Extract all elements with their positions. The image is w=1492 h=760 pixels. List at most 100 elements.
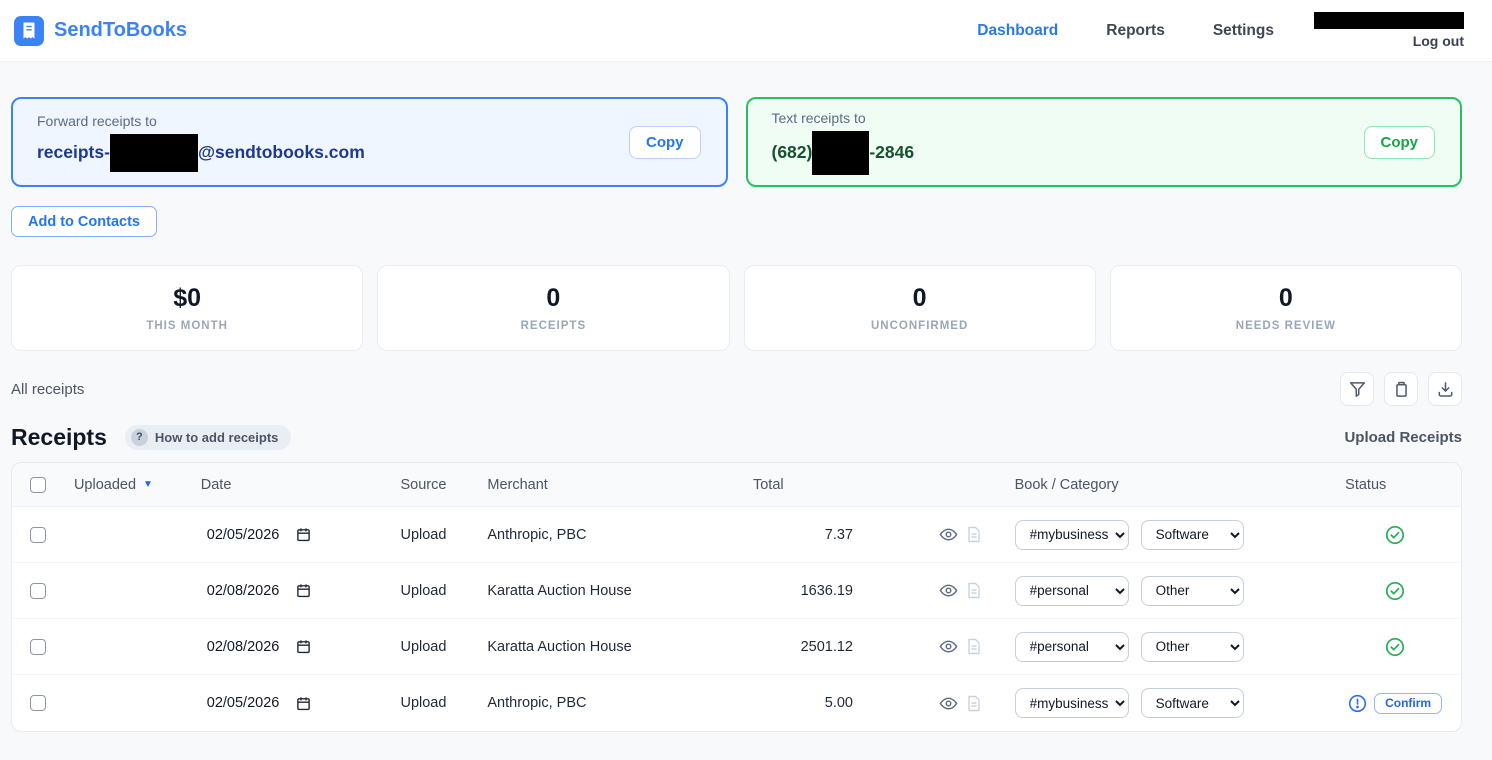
stat-value: $0 <box>173 284 202 312</box>
redacted-email-part <box>109 133 198 172</box>
stat-value: 0 <box>1278 284 1293 312</box>
download-icon <box>1436 380 1455 399</box>
stat-label: THIS MONTH <box>146 320 228 332</box>
calendar-icon <box>296 527 311 542</box>
receipt-file-icon[interactable] <box>967 582 981 599</box>
status-confirmed-icon <box>1385 581 1405 601</box>
copy-email-button[interactable]: Copy <box>629 125 701 159</box>
row-checkbox[interactable] <box>30 695 46 711</box>
date-text: 02/05/2026 <box>206 695 280 711</box>
text-receipts-label: Text receipts to <box>771 109 866 126</box>
category-select[interactable]: Software <box>1140 519 1244 550</box>
row-checkbox[interactable] <box>30 526 46 543</box>
how-to-add-receipts-badge[interactable]: ? How to add receipts <box>124 424 292 450</box>
table-row: 02/05/2026 Upload Anthropic, PBC 5.00 #m… <box>12 675 1461 731</box>
cell-source: Upload <box>400 638 447 655</box>
stat-card-this-month: $0 THIS MONTH <box>11 265 364 351</box>
cell-source: Upload <box>400 695 447 711</box>
question-icon: ? <box>130 428 148 446</box>
forward-receipts-banner: Forward receipts to receipts- @sendtobook… <box>11 97 728 187</box>
table-header: Uploaded ▼ Date Source Merchant Total Bo… <box>12 463 1461 507</box>
nav-dashboard[interactable]: Dashboard <box>977 21 1059 39</box>
brand-name: SendToBooks <box>54 19 187 41</box>
copy-phone-button[interactable]: Copy <box>1363 125 1435 159</box>
column-date: Date <box>200 476 232 493</box>
forward-receipts-label: Forward receipts to <box>37 112 157 129</box>
book-select[interactable]: #mybusiness <box>1014 688 1129 718</box>
row-checkbox[interactable] <box>30 582 46 599</box>
nav-reports[interactable]: Reports <box>1106 21 1165 39</box>
column-total: Total <box>752 476 784 493</box>
sort-desc-icon: ▼ <box>143 479 153 490</box>
date-text: 02/08/2026 <box>206 638 280 655</box>
download-button[interactable] <box>1428 372 1462 406</box>
phone-suffix: -2846 <box>869 142 915 162</box>
help-badge-label: How to add receipts <box>154 429 279 445</box>
date-input[interactable]: 02/08/2026 <box>201 583 312 599</box>
receipt-file-icon[interactable] <box>967 526 981 543</box>
date-input[interactable]: 02/05/2026 <box>201 695 312 711</box>
status-confirmed-icon <box>1385 525 1405 545</box>
page-title: Receipts <box>11 423 107 450</box>
view-receipt-icon[interactable] <box>939 527 958 542</box>
category-select[interactable]: Other <box>1140 631 1244 662</box>
receipts-toolbar: All receipts <box>11 372 1462 406</box>
account-area: Log out <box>1314 12 1464 49</box>
email-prefix: receipts- <box>37 142 110 162</box>
stats-row: $0 THIS MONTH 0 RECEIPTS 0 UNCONFIRMED 0… <box>11 265 1462 351</box>
receipts-table: Uploaded ▼ Date Source Merchant Total Bo… <box>11 462 1462 732</box>
stat-card-needs-review: 0 NEEDS REVIEW <box>1109 265 1462 351</box>
main-nav: Dashboard Reports Settings <box>977 22 1274 40</box>
stat-label: RECEIPTS <box>520 320 587 332</box>
upload-receipts-button[interactable]: Upload Receipts <box>1344 428 1462 446</box>
delete-button[interactable] <box>1384 372 1418 406</box>
filter-button[interactable] <box>1340 372 1374 406</box>
view-receipt-icon[interactable] <box>939 583 958 598</box>
row-checkbox[interactable] <box>30 638 46 655</box>
confirm-button[interactable]: Confirm <box>1374 692 1443 714</box>
receipt-file-icon[interactable] <box>967 695 981 712</box>
date-input[interactable]: 02/05/2026 <box>201 527 312 543</box>
cell-total: 5.00 <box>824 695 853 711</box>
stat-value: 0 <box>912 284 927 312</box>
stat-label: NEEDS REVIEW <box>1235 320 1336 332</box>
book-select[interactable]: #personal <box>1014 631 1129 662</box>
calendar-icon <box>296 639 311 654</box>
filter-icon <box>1348 380 1367 399</box>
stat-card-receipts: 0 RECEIPTS <box>377 265 730 351</box>
table-row: 02/08/2026 Upload Karatta Auction House … <box>12 563 1461 619</box>
date-text: 02/08/2026 <box>206 582 280 599</box>
cell-merchant: Anthropic, PBC <box>487 526 587 543</box>
column-uploaded-label: Uploaded <box>73 476 137 493</box>
category-select[interactable]: Other <box>1140 575 1244 606</box>
redacted-phone-part <box>812 130 870 175</box>
stat-value: 0 <box>546 284 561 312</box>
book-select[interactable]: #mybusiness <box>1014 519 1129 550</box>
cell-merchant: Karatta Auction House <box>487 582 632 599</box>
cell-source: Upload <box>400 582 447 599</box>
stat-card-unconfirmed: 0 UNCONFIRMED <box>743 265 1096 351</box>
category-select[interactable]: Software <box>1140 688 1244 718</box>
status-confirmed-icon <box>1385 637 1405 657</box>
text-receipts-banner: Text receipts to (682) -2846 Copy <box>745 97 1462 187</box>
logout-link[interactable]: Log out <box>1412 33 1464 49</box>
status-unconfirmed-icon <box>1348 694 1367 713</box>
nav-settings[interactable]: Settings <box>1212 21 1274 39</box>
calendar-icon <box>296 583 311 598</box>
receipts-filter-label: All receipts <box>11 380 85 398</box>
stat-label: UNCONFIRMED <box>871 320 969 332</box>
app-logo-icon <box>14 15 44 46</box>
add-to-contacts-button[interactable]: Add to Contacts <box>11 206 157 237</box>
brand[interactable]: SendToBooks <box>14 15 187 46</box>
date-input[interactable]: 02/08/2026 <box>201 639 312 655</box>
book-select[interactable]: #personal <box>1014 575 1129 606</box>
column-status: Status <box>1345 476 1387 493</box>
receipt-file-icon[interactable] <box>967 638 981 655</box>
cell-source: Upload <box>400 526 447 543</box>
view-receipt-icon[interactable] <box>939 639 958 654</box>
view-receipt-icon[interactable] <box>939 696 958 711</box>
column-uploaded[interactable]: Uploaded ▼ <box>74 477 201 493</box>
column-source: Source <box>400 476 447 493</box>
date-text: 02/05/2026 <box>206 526 280 543</box>
select-all-checkbox[interactable] <box>30 476 46 493</box>
